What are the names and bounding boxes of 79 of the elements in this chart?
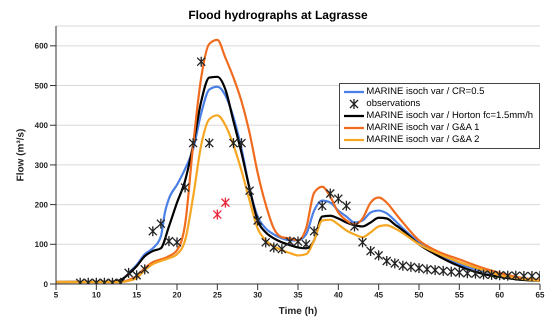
point bbox=[140, 264, 150, 275]
x-tick-label: 65 bbox=[536, 290, 545, 300]
point bbox=[462, 268, 472, 279]
point bbox=[180, 182, 190, 194]
point bbox=[430, 264, 440, 276]
point bbox=[164, 235, 174, 247]
legend-label: MARINE isoch var / G&A 1 bbox=[366, 122, 480, 134]
x-tick-label: 40 bbox=[334, 290, 344, 300]
y-tick-label: 500 bbox=[34, 81, 49, 90]
legend-label: MARINE isoch var / G&A 2 bbox=[366, 134, 480, 146]
point bbox=[172, 236, 182, 248]
x-tick-label: 35 bbox=[294, 290, 303, 300]
point bbox=[318, 200, 327, 212]
point bbox=[503, 270, 512, 282]
point bbox=[156, 218, 166, 230]
point bbox=[470, 268, 480, 280]
x-tick-label: 10 bbox=[92, 290, 102, 300]
point bbox=[446, 266, 456, 278]
point bbox=[132, 270, 142, 281]
x-tick-label: 45 bbox=[374, 290, 384, 300]
y-tick-label: 100 bbox=[34, 240, 49, 250]
point bbox=[454, 266, 464, 278]
point bbox=[334, 193, 343, 204]
point bbox=[382, 255, 392, 267]
point bbox=[277, 243, 287, 255]
point bbox=[358, 236, 368, 248]
point bbox=[366, 245, 376, 257]
point bbox=[228, 137, 238, 149]
point bbox=[422, 264, 432, 275]
x-axis-title: Time (h) bbox=[278, 306, 318, 317]
x-tick-label: 15 bbox=[132, 290, 142, 300]
y-axis-title: Flow (m³/s) bbox=[16, 128, 27, 182]
point bbox=[148, 226, 158, 237]
y-tick-label: 300 bbox=[34, 160, 49, 170]
point bbox=[414, 262, 424, 274]
point bbox=[212, 208, 222, 220]
point bbox=[326, 188, 335, 200]
point bbox=[486, 269, 496, 281]
point bbox=[478, 268, 488, 280]
point bbox=[438, 265, 448, 277]
point bbox=[342, 200, 352, 212]
y-tick-label: 600 bbox=[34, 42, 49, 51]
point bbox=[398, 260, 408, 272]
legend-label: observations bbox=[366, 98, 420, 110]
legend-label: MARINE isoch var / CR=0.5 bbox=[366, 86, 484, 98]
point bbox=[188, 137, 198, 149]
point bbox=[350, 220, 360, 232]
point bbox=[269, 242, 278, 254]
x-tick-label: 60 bbox=[495, 290, 505, 300]
point bbox=[261, 236, 270, 248]
point bbox=[406, 261, 416, 273]
y-tick-label: 400 bbox=[34, 121, 49, 130]
point bbox=[301, 238, 311, 250]
chart-title: Flood hydrographs at Lagrasse bbox=[187, 8, 369, 22]
point bbox=[519, 270, 529, 282]
y-tick-label: 0 bbox=[44, 280, 49, 289]
point bbox=[220, 196, 230, 208]
point bbox=[204, 137, 214, 149]
point bbox=[390, 258, 400, 270]
x-tick-label: 5 bbox=[54, 290, 59, 300]
point bbox=[511, 270, 520, 282]
point bbox=[495, 270, 504, 281]
point bbox=[293, 236, 303, 248]
point bbox=[374, 250, 384, 262]
point bbox=[285, 236, 295, 248]
point bbox=[196, 56, 206, 68]
point bbox=[124, 267, 134, 279]
x-tick-label: 55 bbox=[454, 290, 464, 300]
x-tick-label: 30 bbox=[253, 290, 263, 300]
y-tick-label: 200 bbox=[34, 200, 49, 210]
point bbox=[309, 226, 319, 237]
x-tick-label: 25 bbox=[212, 290, 222, 300]
point bbox=[244, 185, 254, 196]
x-tick-label: 20 bbox=[172, 290, 182, 300]
legend-label: MARINE isoch var / Horton fc=1.5mm/h bbox=[366, 110, 533, 122]
x-tick-label: 50 bbox=[414, 290, 424, 300]
point bbox=[527, 270, 537, 282]
point bbox=[253, 214, 262, 226]
point bbox=[236, 137, 246, 149]
